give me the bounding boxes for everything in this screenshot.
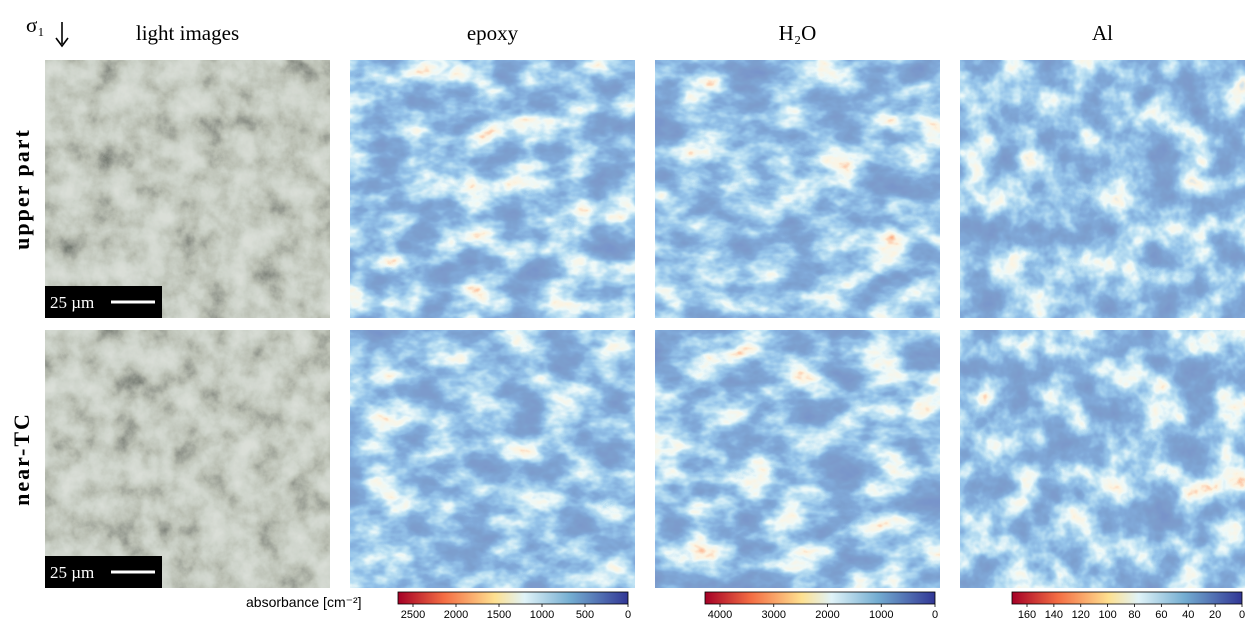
- column-header: epoxy: [467, 21, 519, 45]
- colorbar-tick-label: 40: [1182, 609, 1194, 621]
- colorbar-tick-label: 0: [1239, 609, 1245, 621]
- scale-bar-label: 25 µm: [50, 293, 94, 312]
- colorbar-tick-label: 2000: [444, 609, 468, 621]
- colorbar-tick-label: 80: [1128, 609, 1140, 621]
- colorbar: [705, 592, 935, 604]
- row-label: upper part: [9, 128, 34, 250]
- absorbance-map: [350, 60, 635, 318]
- absorbance-map: [655, 60, 940, 318]
- stress-symbol: σ₁: [26, 13, 45, 37]
- colorbar-tick-label: 60: [1155, 609, 1167, 621]
- colorbar-tick-label: 0: [625, 609, 631, 621]
- colorbar-tick-label: 20: [1209, 609, 1221, 621]
- colorbar-tick-label: 140: [1045, 609, 1063, 621]
- stress-arrow: [56, 22, 68, 46]
- row-label: near-TC: [9, 412, 34, 506]
- colorbar-tick-label: 0: [932, 609, 938, 621]
- column-header: Al: [1092, 21, 1113, 45]
- colorbar: [398, 592, 628, 604]
- colorbar-tick-label: 3000: [762, 609, 786, 621]
- colorbar-tick-label: 1000: [869, 609, 893, 621]
- absorbance-map: [960, 60, 1245, 318]
- light-image: [45, 60, 330, 318]
- column-header: H₂O: [779, 21, 817, 45]
- colorbar-tick-label: 2500: [401, 609, 425, 621]
- light-image: [45, 330, 330, 588]
- scale-bar-label: 25 µm: [50, 563, 94, 582]
- colorbar-tick-label: 4000: [708, 609, 732, 621]
- absorbance-map: [960, 330, 1245, 588]
- colorbar-label: absorbance [cm⁻²]: [246, 594, 362, 610]
- column-header: light images: [136, 21, 239, 45]
- colorbar-tick-label: 500: [576, 609, 594, 621]
- colorbar-tick-label: 1500: [487, 609, 511, 621]
- colorbar-tick-label: 120: [1072, 609, 1090, 621]
- colorbar-tick-label: 1000: [530, 609, 554, 621]
- colorbar-tick-label: 2000: [815, 609, 839, 621]
- absorbance-map: [350, 330, 635, 588]
- colorbar: [1012, 592, 1242, 604]
- colorbar-tick-label: 160: [1018, 609, 1036, 621]
- colorbar-tick-label: 100: [1098, 609, 1116, 621]
- figure: σ₁ absorbance [cm⁻²] light images epoxy H₂…: [0, 0, 1249, 621]
- absorbance-map: [655, 330, 940, 588]
